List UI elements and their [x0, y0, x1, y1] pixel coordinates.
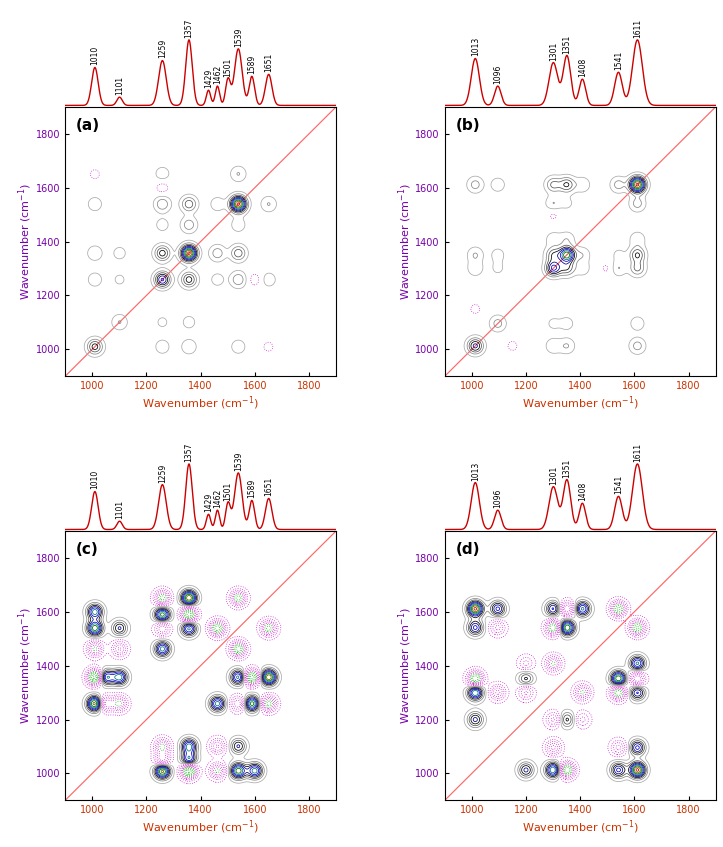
- Text: 1010: 1010: [90, 470, 99, 490]
- Text: (c): (c): [76, 541, 98, 556]
- Y-axis label: Wavenumber (cm$^{-1}$): Wavenumber (cm$^{-1}$): [396, 183, 414, 300]
- Text: 1539: 1539: [234, 27, 243, 47]
- Text: 1541: 1541: [614, 51, 623, 70]
- X-axis label: Wavenumber (cm$^{-1}$): Wavenumber (cm$^{-1}$): [142, 818, 259, 836]
- Point: [194, 612, 207, 626]
- Text: 1096: 1096: [493, 489, 502, 508]
- X-axis label: Wavenumber (cm$^{-1}$): Wavenumber (cm$^{-1}$): [142, 394, 259, 412]
- X-axis label: Wavenumber (cm$^{-1}$): Wavenumber (cm$^{-1}$): [522, 394, 638, 412]
- Text: 1259: 1259: [158, 463, 167, 483]
- Point: [194, 612, 207, 626]
- Text: 1541: 1541: [614, 475, 623, 495]
- Text: (d): (d): [455, 541, 480, 556]
- Point: [194, 612, 207, 626]
- Text: 1462: 1462: [213, 489, 222, 508]
- Point: [194, 612, 207, 626]
- Text: 1408: 1408: [578, 58, 587, 77]
- Text: 1501: 1501: [223, 58, 233, 77]
- X-axis label: Wavenumber (cm$^{-1}$): Wavenumber (cm$^{-1}$): [522, 818, 638, 836]
- Text: (a): (a): [76, 118, 100, 133]
- Text: 1651: 1651: [264, 53, 273, 72]
- Text: 1013: 1013: [471, 37, 480, 57]
- Text: 1589: 1589: [247, 55, 257, 75]
- Text: 1462: 1462: [213, 64, 222, 84]
- Text: 1351: 1351: [562, 35, 571, 53]
- Text: 1611: 1611: [633, 19, 642, 38]
- Point: [194, 612, 207, 626]
- Text: (b): (b): [455, 118, 480, 133]
- Text: 1429: 1429: [204, 69, 213, 88]
- Text: 1013: 1013: [471, 462, 480, 480]
- Text: 1301: 1301: [549, 42, 558, 61]
- Text: 1357: 1357: [184, 442, 194, 462]
- Y-axis label: Wavenumber (cm$^{-1}$): Wavenumber (cm$^{-1}$): [17, 607, 34, 724]
- Text: 1408: 1408: [578, 482, 587, 501]
- Point: [194, 612, 207, 626]
- Y-axis label: Wavenumber (cm$^{-1}$): Wavenumber (cm$^{-1}$): [17, 183, 34, 300]
- Text: 1096: 1096: [493, 64, 502, 84]
- Point: [194, 612, 207, 626]
- Y-axis label: Wavenumber (cm$^{-1}$): Wavenumber (cm$^{-1}$): [396, 607, 414, 724]
- Text: 1651: 1651: [264, 477, 273, 496]
- Point: [194, 612, 207, 626]
- Text: 1101: 1101: [115, 76, 124, 95]
- Point: [194, 612, 207, 626]
- Text: 1301: 1301: [549, 465, 558, 484]
- Text: 1539: 1539: [234, 451, 243, 471]
- Text: 1351: 1351: [562, 458, 571, 478]
- Text: 1501: 1501: [223, 482, 233, 501]
- Text: 1101: 1101: [115, 500, 124, 519]
- Text: 1357: 1357: [184, 19, 194, 38]
- Text: 1589: 1589: [247, 479, 257, 498]
- Text: 1611: 1611: [633, 443, 642, 462]
- Point: [194, 612, 207, 626]
- Text: 1429: 1429: [204, 493, 213, 512]
- Text: 1259: 1259: [158, 39, 167, 58]
- Text: 1010: 1010: [90, 46, 99, 65]
